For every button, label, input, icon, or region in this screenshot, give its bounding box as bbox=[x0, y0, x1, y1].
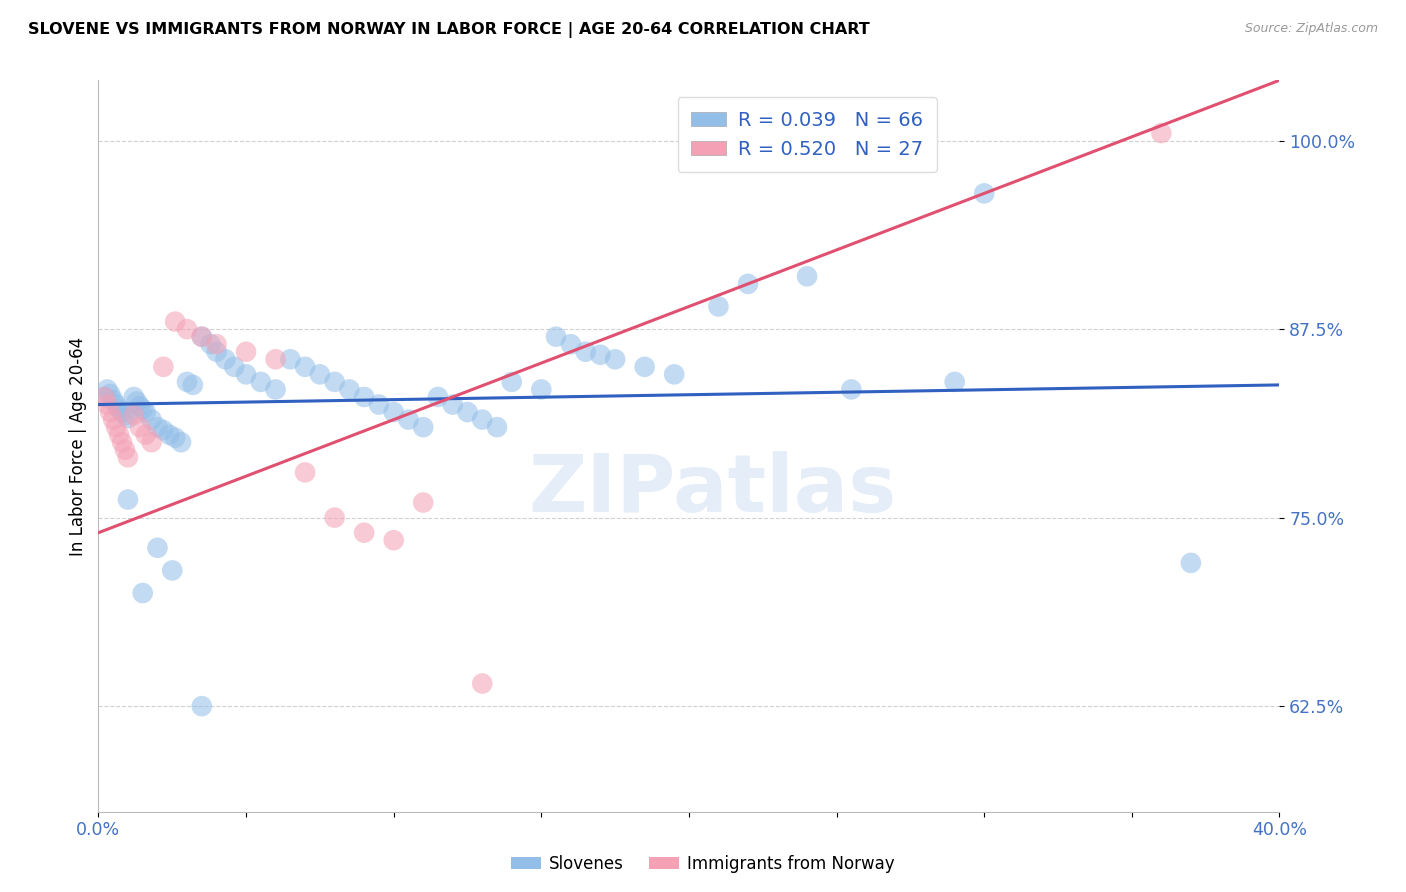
Point bbox=[264, 383, 287, 397]
Point bbox=[250, 375, 273, 389]
Point bbox=[441, 398, 464, 412]
Point bbox=[93, 390, 115, 404]
Point bbox=[165, 315, 187, 329]
Point bbox=[382, 533, 405, 548]
Point bbox=[1180, 556, 1202, 570]
Point bbox=[471, 676, 494, 690]
Point bbox=[605, 352, 627, 367]
Point bbox=[135, 405, 157, 419]
Point bbox=[96, 398, 118, 412]
Point bbox=[1150, 126, 1173, 140]
Point bbox=[103, 392, 125, 407]
Point bbox=[264, 352, 287, 367]
Point bbox=[214, 352, 236, 367]
Point bbox=[530, 383, 553, 397]
Y-axis label: In Labor Force | Age 20-64: In Labor Force | Age 20-64 bbox=[69, 336, 87, 556]
Point bbox=[200, 337, 222, 351]
Point bbox=[471, 412, 494, 426]
Point bbox=[117, 450, 139, 465]
Point bbox=[146, 541, 169, 555]
Point bbox=[309, 368, 332, 382]
Point bbox=[108, 402, 131, 417]
Point bbox=[105, 420, 128, 434]
Point bbox=[98, 387, 121, 401]
Point bbox=[141, 412, 163, 426]
Point bbox=[114, 442, 136, 457]
Point bbox=[839, 383, 862, 397]
Point bbox=[191, 329, 214, 343]
Point bbox=[353, 525, 375, 540]
Legend: Slovenes, Immigrants from Norway: Slovenes, Immigrants from Norway bbox=[505, 848, 901, 880]
Point bbox=[176, 375, 198, 389]
Point bbox=[93, 390, 115, 404]
Point bbox=[98, 405, 121, 419]
Point bbox=[132, 586, 155, 600]
Point bbox=[152, 423, 174, 437]
Point bbox=[205, 344, 228, 359]
Point bbox=[664, 368, 686, 382]
Point bbox=[191, 329, 214, 343]
Point bbox=[128, 420, 150, 434]
Point bbox=[368, 398, 391, 412]
Text: ZIPatlas: ZIPatlas bbox=[529, 450, 897, 529]
Point bbox=[412, 420, 434, 434]
Point bbox=[796, 269, 818, 284]
Point bbox=[294, 359, 316, 374]
Point bbox=[707, 300, 730, 314]
Point bbox=[181, 378, 204, 392]
Point bbox=[486, 420, 509, 434]
Point bbox=[323, 510, 346, 524]
Point bbox=[574, 344, 596, 359]
Point bbox=[103, 412, 125, 426]
Point bbox=[111, 405, 134, 419]
Point bbox=[96, 383, 118, 397]
Point bbox=[125, 394, 148, 409]
Point bbox=[152, 359, 174, 374]
Point bbox=[135, 427, 157, 442]
Point bbox=[224, 359, 246, 374]
Point bbox=[396, 412, 419, 426]
Point bbox=[456, 405, 478, 419]
Point bbox=[412, 495, 434, 509]
Point bbox=[973, 186, 995, 201]
Point bbox=[737, 277, 759, 291]
Point bbox=[427, 390, 450, 404]
Text: Source: ZipAtlas.com: Source: ZipAtlas.com bbox=[1244, 22, 1378, 36]
Point bbox=[235, 344, 257, 359]
Point bbox=[353, 390, 375, 404]
Point bbox=[176, 322, 198, 336]
Point bbox=[278, 352, 302, 367]
Point bbox=[122, 408, 145, 422]
Point bbox=[114, 408, 136, 422]
Point bbox=[943, 375, 966, 389]
Point bbox=[157, 427, 180, 442]
Point bbox=[205, 337, 228, 351]
Point bbox=[162, 563, 183, 577]
Point bbox=[589, 348, 612, 362]
Point bbox=[128, 399, 150, 413]
Point bbox=[108, 427, 131, 442]
Point bbox=[323, 375, 346, 389]
Legend: R = 0.039   N = 66, R = 0.520   N = 27: R = 0.039 N = 66, R = 0.520 N = 27 bbox=[678, 97, 936, 172]
Point bbox=[122, 390, 145, 404]
Point bbox=[235, 368, 257, 382]
Point bbox=[544, 329, 567, 343]
Point bbox=[146, 420, 169, 434]
Point bbox=[191, 699, 214, 714]
Point bbox=[294, 466, 316, 480]
Point bbox=[170, 435, 193, 450]
Text: SLOVENE VS IMMIGRANTS FROM NORWAY IN LABOR FORCE | AGE 20-64 CORRELATION CHART: SLOVENE VS IMMIGRANTS FROM NORWAY IN LAB… bbox=[28, 22, 870, 38]
Point bbox=[117, 492, 139, 507]
Point bbox=[560, 337, 582, 351]
Point bbox=[382, 405, 405, 419]
Point bbox=[337, 383, 360, 397]
Point bbox=[165, 431, 187, 445]
Point bbox=[633, 359, 655, 374]
Point bbox=[132, 402, 155, 417]
Point bbox=[105, 398, 128, 412]
Point bbox=[111, 435, 134, 450]
Point bbox=[501, 375, 523, 389]
Point bbox=[141, 435, 163, 450]
Point bbox=[117, 411, 139, 425]
